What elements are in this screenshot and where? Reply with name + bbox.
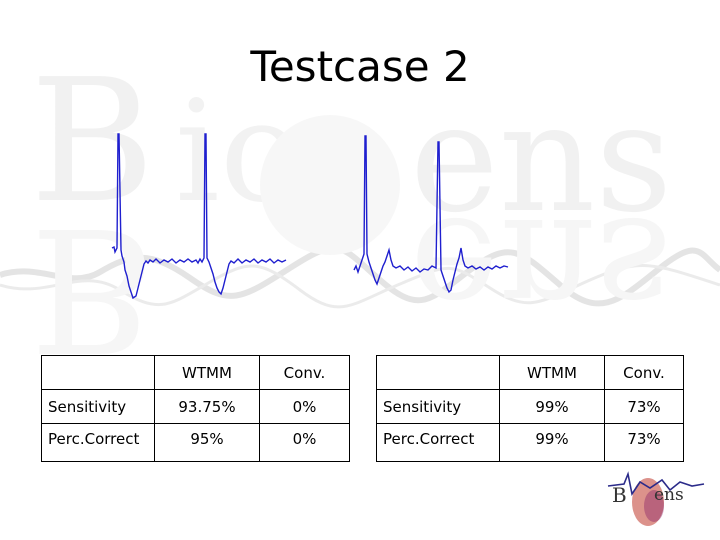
- table-header-row: WTMM Conv.: [376, 355, 684, 390]
- slide-title: Testcase 2: [250, 42, 470, 91]
- table-row: Perc.Correct 95% 0%: [41, 423, 350, 462]
- header-conv: Conv.: [604, 355, 684, 390]
- row-label-perc-correct: Perc.Correct: [376, 423, 500, 462]
- row-label-sensitivity: Sensitivity: [41, 389, 155, 424]
- table-row: Sensitivity 99% 73%: [376, 389, 684, 424]
- value-conv: 73%: [604, 423, 684, 462]
- header-cell-empty: [376, 355, 500, 390]
- value-wtmm: 93.75%: [154, 389, 260, 424]
- header-cell-empty: [41, 355, 155, 390]
- value-wtmm: 99%: [499, 423, 605, 462]
- table-header-row: WTMM Conv.: [41, 355, 350, 390]
- header-conv: Conv.: [259, 355, 350, 390]
- value-conv: 0%: [259, 423, 350, 462]
- results-table-right: WTMM Conv. Sensitivity 99% 73% Perc.Corr…: [376, 355, 684, 462]
- svg-text:B: B: [30, 43, 155, 241]
- results-table-left: WTMM Conv. Sensitivity 93.75% 0% Perc.Co…: [41, 355, 350, 462]
- value-wtmm: 99%: [499, 389, 605, 424]
- row-label-sensitivity: Sensitivity: [376, 389, 500, 424]
- value-wtmm: 95%: [154, 423, 260, 462]
- row-label-perc-correct: Perc.Correct: [41, 423, 155, 462]
- ecg-signal-left: [111, 133, 287, 300]
- svg-text:ens: ens: [410, 184, 672, 358]
- table-row: Perc.Correct 99% 73%: [376, 423, 684, 462]
- ecg-signal-right: [353, 135, 509, 294]
- value-conv: 0%: [259, 389, 350, 424]
- svg-text:ens: ens: [654, 485, 684, 505]
- biosens-logo-icon: B ens: [607, 471, 705, 526]
- svg-text:B: B: [612, 483, 627, 507]
- svg-text:B: B: [30, 189, 155, 387]
- value-conv: 73%: [604, 389, 684, 424]
- svg-text:ens: ens: [410, 72, 672, 246]
- table-row: Sensitivity 93.75% 0%: [41, 389, 350, 424]
- header-wtmm: WTMM: [499, 355, 605, 390]
- header-wtmm: WTMM: [154, 355, 260, 390]
